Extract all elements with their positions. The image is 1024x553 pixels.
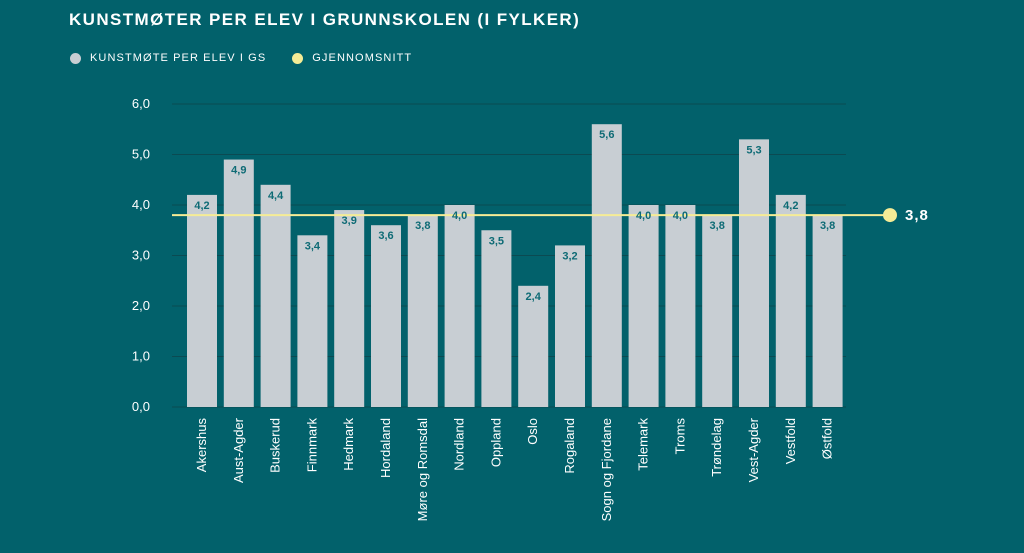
x-axis: Akershus Aust-Agder Buskerud Finnmark Hedmar… — [194, 417, 835, 521]
x-tick-label: Hordaland — [378, 418, 393, 478]
x-tick-label: Østfold — [820, 418, 835, 459]
x-tick-label: Oslo — [525, 418, 540, 445]
chart-legend: KUNSTMØTE PER ELEV I GS GJENNOMSNITT — [70, 52, 438, 64]
bar — [371, 225, 401, 407]
data-label: 3,4 — [305, 240, 321, 252]
data-labels: 4,2 4,9 4,4 3,4 3,9 3,6 3,8 4,0 3,5 2,4 3,2 5,6 4,0 4… — [194, 129, 835, 303]
data-label: 4,0 — [673, 210, 688, 222]
data-label: 3,9 — [342, 215, 357, 227]
bar — [260, 184, 291, 407]
bar — [223, 159, 254, 407]
data-label: 4,9 — [231, 165, 246, 177]
bar — [591, 124, 622, 407]
data-label: 3,2 — [562, 250, 577, 262]
bar — [702, 215, 733, 407]
legend-label-gjennomsnitt: GJENNOMSNITT — [312, 52, 413, 64]
average-marker — [883, 208, 897, 223]
data-label: 3,8 — [820, 220, 835, 232]
x-tick-label: Oppland — [488, 418, 503, 467]
x-tick-label: Telemark — [636, 418, 651, 471]
data-label: 2,4 — [526, 291, 542, 303]
x-tick-label: Buskerud — [268, 418, 283, 473]
legend-dot-bars-icon — [70, 52, 81, 64]
y-tick-label: 1,0 — [132, 349, 150, 364]
x-tick-label: Sogn og Fjordane — [599, 418, 614, 521]
data-label: 3,8 — [415, 220, 430, 232]
y-tick-label: 5,0 — [132, 147, 150, 162]
data-label: 4,2 — [194, 200, 209, 212]
x-tick-label: Akershus — [194, 418, 209, 473]
bar — [518, 285, 549, 407]
x-tick-label: Rogaland — [562, 418, 577, 474]
bar — [628, 205, 659, 407]
data-label: 4,2 — [783, 200, 798, 212]
legend-dot-average-icon — [292, 52, 304, 64]
bar — [407, 215, 438, 407]
bar — [187, 194, 217, 407]
x-tick-label: Aust-Agder — [231, 417, 246, 483]
y-tick-label: 6,0 — [132, 96, 150, 111]
x-tick-label: Vest-Agder — [746, 417, 761, 482]
average-value-label: 3,8 — [905, 207, 929, 224]
bars — [187, 124, 843, 407]
y-tick-label: 4,0 — [132, 197, 150, 212]
data-label: 5,6 — [599, 129, 614, 141]
bar — [812, 215, 843, 407]
bar — [665, 205, 696, 407]
y-tick-label: 0,0 — [132, 399, 150, 414]
x-tick-label: Troms — [672, 418, 687, 455]
legend-label-kunstmote: KUNSTMØTE PER ELEV I GS — [90, 52, 267, 64]
data-label: 3,6 — [378, 230, 393, 242]
legend-item-gjennomsnitt: GJENNOMSNITT — [292, 52, 412, 64]
chart-title: KUNSTMØTER PER ELEV I GRUNNSKOLEN (I FYL… — [69, 10, 581, 29]
bar — [297, 235, 328, 407]
y-axis: 0,0 1,0 2,0 3,0 4,0 5,0 6,0 — [132, 96, 150, 414]
x-tick-label: Vestfold — [783, 418, 798, 464]
x-tick-label: Hedmark — [341, 418, 356, 471]
x-tick-label: Nordland — [452, 418, 467, 471]
x-tick-label: Finnmark — [304, 418, 319, 473]
y-tick-label: 2,0 — [132, 298, 150, 313]
bar — [739, 139, 769, 407]
x-tick-label: Møre og Romsdal — [415, 418, 430, 521]
bar — [334, 210, 365, 407]
legend-item-kunstmote: KUNSTMØTE PER ELEV I GS — [70, 52, 266, 64]
bar — [555, 245, 585, 407]
data-label: 4,4 — [268, 190, 284, 202]
data-label: 5,3 — [746, 144, 761, 156]
data-label: 4,0 — [452, 210, 467, 222]
data-label: 3,5 — [489, 235, 504, 247]
data-label: 3,8 — [710, 220, 725, 232]
data-label: 4,0 — [636, 210, 651, 222]
x-tick-label: Trøndelag — [709, 418, 724, 477]
y-tick-label: 3,0 — [132, 248, 150, 263]
bar — [481, 230, 512, 407]
bar — [775, 194, 806, 407]
average-line-group: 3,8 — [172, 207, 929, 224]
bar — [444, 205, 475, 407]
